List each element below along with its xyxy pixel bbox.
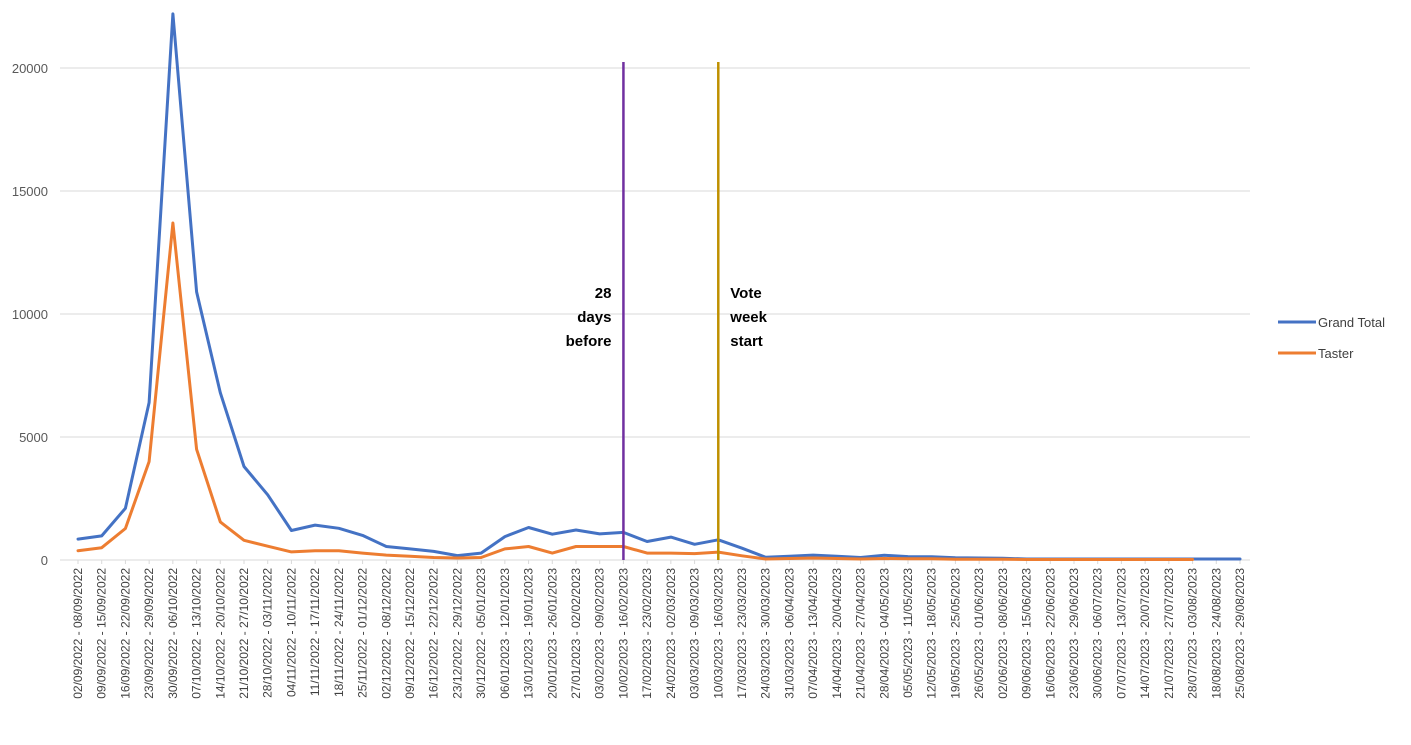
series-line-grand-total (76, 12, 1242, 561)
y-tick-label: 15000 (12, 184, 48, 199)
x-tick-label: 17/02/2023 - 23/02/2023 (640, 568, 654, 699)
x-tick-label: 18/08/2023 - 24/08/2023 (1209, 568, 1223, 699)
annotation-label: before (566, 333, 612, 350)
x-tick-label: 09/09/2022 - 15/09/2022 (95, 568, 109, 699)
x-tick-label: 04/11/2022 - 10/11/2022 (284, 568, 298, 697)
x-tick-label: 31/03/2023 - 06/04/2023 (782, 568, 796, 699)
x-tick-label: 21/04/2023 - 27/04/2023 (854, 568, 868, 699)
x-tick-label: 05/05/2023 - 11/05/2023 (901, 568, 915, 698)
x-tick-label: 27/01/2023 - 02/02/2023 (569, 568, 583, 699)
y-tick-label: 0 (41, 553, 48, 568)
x-tick-label: 25/08/2023 - 29/08/2023 (1233, 568, 1247, 699)
x-tick-label: 21/07/2023 - 27/07/2023 (1162, 568, 1176, 699)
x-tick-label: 13/01/2023 - 19/01/2023 (522, 568, 536, 699)
x-tick-label: 30/09/2022 - 06/10/2022 (166, 568, 180, 699)
x-tick-label: 16/12/2022 - 22/12/2022 (427, 568, 441, 699)
x-tick-label: 16/06/2023 - 22/06/2023 (1043, 568, 1057, 699)
x-tick-label: 24/02/2023 - 02/03/2023 (664, 568, 678, 699)
x-tick-label: 24/03/2023 - 30/03/2023 (759, 568, 773, 699)
x-tick-label: 03/02/2023 - 09/02/2023 (593, 568, 607, 699)
x-tick-label: 03/03/2023 - 09/03/2023 (688, 568, 702, 699)
x-tick-label: 23/06/2023 - 29/06/2023 (1067, 568, 1081, 699)
annotations: 28 days before Vote week start (566, 62, 768, 560)
x-tick-label: 07/10/2022 - 13/10/2022 (190, 568, 204, 699)
y-tick-label: 20000 (12, 61, 48, 76)
y-axis-ticks: 0 5000 10000 15000 20000 (12, 61, 48, 568)
annotation-label: Vote (730, 285, 761, 302)
x-tick-label: 21/10/2022 - 27/10/2022 (237, 568, 251, 699)
gridlines (60, 67, 1250, 561)
x-tick-label: 14/07/2023 - 20/07/2023 (1138, 568, 1152, 699)
x-tick-label: 18/11/2022 - 24/11/2022 (332, 568, 346, 697)
x-tick-label: 11/11/2022 - 17/11/2022 (308, 568, 322, 696)
x-tick-label: 20/01/2023 - 26/01/2023 (545, 568, 559, 699)
annotation-label: days (577, 309, 611, 326)
x-tick-label: 28/07/2023 - 03/08/2023 (1186, 568, 1200, 699)
legend: Grand Total Taster (1278, 315, 1385, 361)
x-tick-label: 06/01/2023 - 12/01/2023 (498, 568, 512, 699)
x-tick-label: 25/11/2022 - 01/12/2022 (356, 568, 370, 698)
legend-label: Taster (1318, 346, 1354, 361)
y-tick-label: 5000 (19, 430, 48, 445)
legend-label: Grand Total (1318, 315, 1385, 330)
x-tick-label: 07/07/2023 - 13/07/2023 (1114, 568, 1128, 699)
annotation-label: start (730, 333, 763, 350)
x-tick-label: 07/04/2023 - 13/04/2023 (806, 568, 820, 699)
x-tick-label: 17/03/2023 - 23/03/2023 (735, 568, 749, 699)
x-tick-label: 09/06/2023 - 15/06/2023 (1020, 568, 1034, 699)
x-tick-label: 02/09/2022 - 08/09/2022 (71, 568, 85, 699)
x-tick-label: 14/10/2022 - 20/10/2022 (213, 568, 227, 699)
x-tick-label: 14/04/2023 - 20/04/2023 (830, 568, 844, 699)
x-tick-label: 19/05/2023 - 25/05/2023 (948, 568, 962, 699)
x-tick-label: 30/12/2022 - 05/01/2023 (474, 568, 488, 699)
series-lines (76, 12, 1242, 561)
x-tick-label: 28/10/2022 - 03/11/2022 (261, 568, 275, 698)
x-axis-ticks: 02/09/2022 - 08/09/2022 09/09/2022 - 15/0… (71, 560, 1247, 699)
x-tick-label: 02/12/2022 - 08/12/2022 (379, 568, 393, 699)
x-tick-label: 09/12/2022 - 15/12/2022 (403, 568, 417, 699)
x-tick-label: 23/12/2022 - 29/12/2022 (450, 568, 464, 699)
annotation-label: week (729, 309, 767, 326)
x-tick-label: 10/02/2023 - 16/02/2023 (616, 568, 630, 699)
x-tick-label: 23/09/2022 - 29/09/2022 (142, 568, 156, 699)
series-line-taster (76, 221, 1195, 561)
x-tick-label: 10/03/2023 - 16/03/2023 (711, 568, 725, 699)
x-tick-label: 02/06/2023 - 08/06/2023 (996, 568, 1010, 699)
x-tick-label: 16/09/2022 - 22/09/2022 (118, 568, 132, 699)
x-tick-label: 26/05/2023 - 01/06/2023 (972, 568, 986, 699)
x-tick-label: 28/04/2023 - 04/05/2023 (877, 568, 891, 699)
y-tick-label: 10000 (12, 307, 48, 322)
x-tick-label: 12/05/2023 - 18/05/2023 (925, 568, 939, 699)
x-tick-label: 30/06/2023 - 06/07/2023 (1091, 568, 1105, 699)
annotation-label: 28 (595, 285, 612, 302)
